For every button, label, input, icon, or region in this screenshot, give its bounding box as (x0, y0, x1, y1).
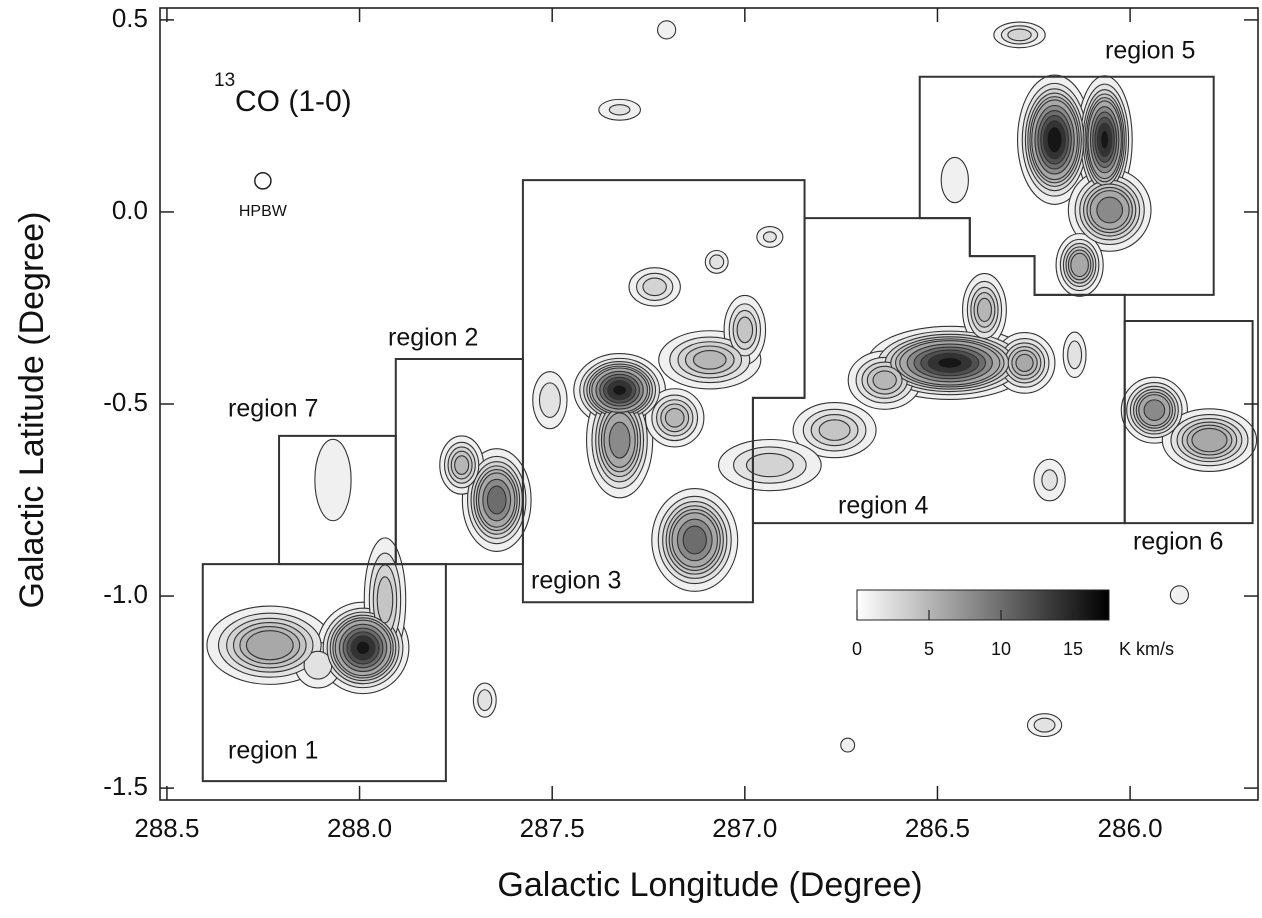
region-label: region 6 (1133, 528, 1223, 556)
beam-label: HPBW (239, 203, 288, 220)
contour (608, 104, 631, 116)
x-axis-label: Galactic Longitude (Degree) (497, 866, 922, 904)
contour (1191, 427, 1228, 453)
contour (538, 382, 561, 419)
contour (656, 20, 677, 40)
region-label: region 3 (531, 567, 621, 595)
contour (1041, 469, 1058, 491)
contour (1169, 585, 1190, 605)
contour (937, 357, 963, 369)
title-superscript: 13 (214, 70, 235, 91)
contour (612, 384, 627, 397)
contour (1100, 129, 1110, 150)
colorbar-unit: K km/s (1119, 639, 1174, 659)
beam (254, 172, 272, 190)
y-tick-label: 0.5 (112, 3, 148, 33)
contour (1007, 28, 1032, 42)
y-tick-label: -0.5 (103, 387, 148, 417)
colorbar (856, 589, 1110, 621)
contour (976, 297, 992, 323)
region-box (918, 75, 1215, 296)
contour (355, 640, 371, 656)
contour (1096, 196, 1124, 224)
contour (608, 421, 631, 459)
region-label: region 2 (388, 324, 478, 352)
x-tick-label: 287.5 (520, 813, 585, 843)
colorbar-tick-label: 15 (1063, 639, 1083, 659)
chart-title: CO (1-0) (235, 85, 352, 118)
colorbar-tick-label: 0 (852, 639, 862, 659)
contour (692, 350, 727, 370)
contour (314, 438, 352, 522)
y-axis-label: Galactic Latitude (Degree) (13, 212, 51, 609)
x-tick-label: 286.5 (905, 813, 970, 843)
contour (818, 419, 851, 441)
contour (736, 316, 754, 344)
contour (454, 455, 470, 475)
colorbar-tick-label: 10 (991, 639, 1011, 659)
contour (1046, 126, 1063, 154)
contour (486, 485, 507, 515)
contour (642, 277, 667, 297)
y-tick-label: -1.5 (103, 771, 148, 801)
contour (664, 407, 685, 428)
contour (762, 231, 777, 243)
contour (840, 737, 856, 753)
contour (376, 576, 394, 624)
x-tick-label: 287.0 (712, 813, 777, 843)
x-tick-label: 288.5 (134, 813, 199, 843)
contour (872, 370, 897, 391)
contour (682, 525, 707, 555)
region-label: region 1 (228, 737, 318, 765)
x-tick-label: 286.0 (1098, 813, 1163, 843)
region-label: region 5 (1105, 37, 1195, 65)
y-tick-label: -1.0 (103, 579, 148, 609)
contour (1067, 340, 1083, 370)
contour (1070, 252, 1089, 278)
contour (477, 689, 493, 712)
contour-map (206, 20, 1258, 753)
contour (1015, 353, 1034, 372)
contour (745, 452, 794, 478)
contour (940, 156, 969, 204)
overlay: region 1 region 2 region 3 region 4 region 5… (103, 3, 1259, 843)
region-box (1123, 320, 1254, 525)
contour (1033, 717, 1056, 733)
region-box (278, 434, 397, 566)
contour (709, 254, 725, 270)
y-tick-label: 0.0 (112, 195, 148, 225)
contour (245, 630, 294, 661)
x-tick-label: 288.0 (327, 813, 392, 843)
region-label: region 7 (228, 395, 318, 423)
contour (1143, 399, 1166, 421)
region-label: region 4 (838, 492, 928, 520)
colorbar-tick-label: 5 (924, 639, 934, 659)
